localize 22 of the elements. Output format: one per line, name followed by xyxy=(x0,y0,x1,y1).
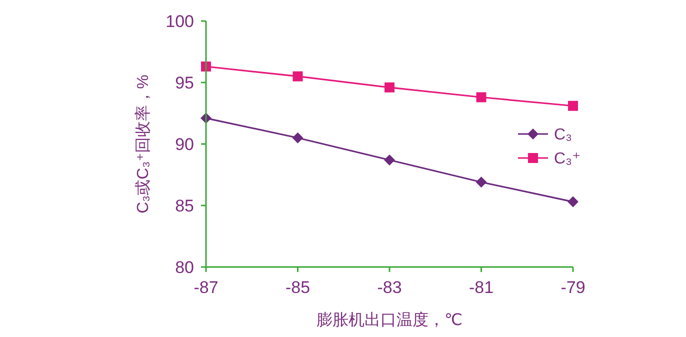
y-axis-title: C₃或C₃⁺回收率，% xyxy=(134,74,152,214)
point xyxy=(568,196,578,208)
y-tick-label: 80 xyxy=(175,258,194,277)
point xyxy=(476,176,487,188)
x-tick-label: -87 xyxy=(194,278,218,297)
x-tick-label: -85 xyxy=(285,278,310,297)
x-tick-label: -81 xyxy=(468,278,494,297)
legend-label: C₃⁺ xyxy=(554,150,581,168)
y-tick-label: 100 xyxy=(166,12,194,31)
point xyxy=(384,154,395,166)
point xyxy=(292,71,303,82)
y-tick-label: 90 xyxy=(175,134,194,154)
point xyxy=(568,100,578,111)
point xyxy=(384,82,394,92)
point xyxy=(476,92,486,102)
y-tick-label: 95 xyxy=(175,73,194,92)
point xyxy=(292,132,304,144)
y-tick-label: 85 xyxy=(175,196,194,216)
x-axis-title: 膨胀机出口温度，℃ xyxy=(316,311,462,329)
x-tick-label: -83 xyxy=(377,278,402,297)
x-tick-label: -79 xyxy=(560,278,586,297)
legend-label: C₃ xyxy=(554,126,572,144)
